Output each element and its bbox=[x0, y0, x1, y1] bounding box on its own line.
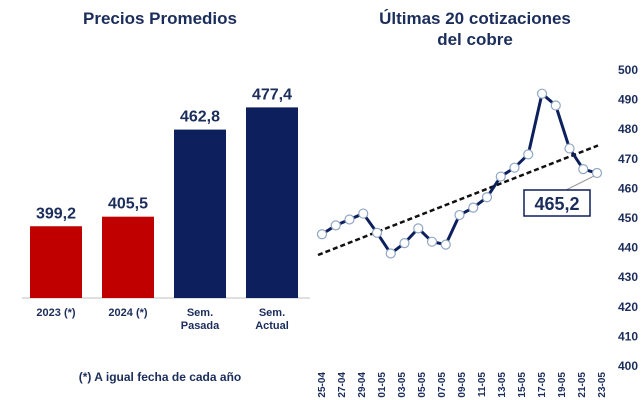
price-series-line bbox=[321, 92, 598, 256]
right-chart-title: Últimas 20 cotizaciones del cobre bbox=[350, 8, 600, 50]
data-point bbox=[550, 100, 561, 111]
x-tick-label: 15-05 bbox=[517, 372, 528, 398]
y-tick-label: 500 bbox=[618, 63, 638, 77]
y-tick-label: 420 bbox=[618, 300, 638, 314]
data-point bbox=[344, 214, 355, 225]
x-tick-label: 27-04 bbox=[337, 372, 348, 398]
y-tick-label: 400 bbox=[618, 359, 638, 373]
data-point bbox=[481, 192, 493, 203]
data-point bbox=[413, 223, 424, 234]
y-tick-label: 480 bbox=[618, 122, 638, 136]
right-title-line1: Últimas 20 cotizaciones bbox=[379, 9, 571, 28]
data-point bbox=[468, 202, 479, 213]
data-point bbox=[564, 143, 575, 154]
category-label: 2023 (*) bbox=[36, 307, 75, 319]
bar-value-label: 405,5 bbox=[108, 196, 148, 213]
bar-3 bbox=[174, 129, 226, 298]
category-label: Sem. bbox=[187, 307, 213, 319]
x-tick-label: 07-05 bbox=[437, 372, 448, 398]
data-point bbox=[536, 88, 548, 99]
y-tick-label: 460 bbox=[618, 181, 638, 195]
x-tick-label: 09-05 bbox=[457, 372, 468, 398]
data-point bbox=[454, 209, 465, 221]
data-point bbox=[509, 162, 520, 173]
data-point bbox=[495, 171, 506, 182]
x-tick-label: 21-05 bbox=[577, 372, 588, 398]
y-tick-label: 490 bbox=[618, 93, 638, 107]
data-point bbox=[399, 238, 410, 249]
x-tick-label: 13-05 bbox=[497, 372, 508, 398]
data-point bbox=[523, 149, 534, 160]
data-point bbox=[578, 164, 589, 175]
data-point bbox=[385, 248, 396, 259]
bar-value-label: 462,8 bbox=[180, 109, 220, 126]
callout-value: 465,2 bbox=[534, 194, 579, 214]
category-label: Pasada bbox=[181, 320, 220, 332]
category-label: 2024 (*) bbox=[108, 307, 147, 319]
data-point bbox=[591, 167, 603, 179]
x-tick-label: 29-04 bbox=[357, 372, 368, 398]
y-tick-label: 470 bbox=[618, 152, 638, 166]
category-label: Actual bbox=[255, 320, 289, 332]
left-chart-title: Precios Promedios bbox=[82, 9, 237, 28]
y-tick-label: 450 bbox=[618, 211, 638, 225]
y-tick-label: 440 bbox=[618, 241, 638, 255]
bar-1 bbox=[30, 226, 82, 298]
x-tick-label: 25-04 bbox=[317, 372, 328, 398]
x-tick-label: 05-05 bbox=[417, 372, 428, 398]
y-tick-label: 430 bbox=[618, 270, 638, 284]
x-tick-label: 01-05 bbox=[377, 372, 388, 398]
bar-value-label: 399,2 bbox=[36, 205, 76, 222]
category-label: Sem. bbox=[259, 307, 285, 319]
data-point bbox=[426, 236, 438, 247]
callout-box bbox=[523, 189, 591, 217]
x-tick-label: 19-05 bbox=[557, 372, 568, 398]
x-tick-label: 11-05 bbox=[477, 372, 488, 397]
right-title-line2: del cobre bbox=[437, 30, 513, 49]
y-tick-label: 410 bbox=[618, 329, 638, 343]
bar-value-label: 477,4 bbox=[252, 86, 292, 103]
data-point bbox=[440, 239, 451, 250]
bar-2 bbox=[102, 216, 154, 298]
trendline bbox=[317, 144, 599, 257]
x-tick-label: 17-05 bbox=[537, 372, 548, 398]
data-point bbox=[358, 208, 369, 219]
x-tick-label: 23-05 bbox=[597, 372, 608, 398]
x-tick-label: 03-05 bbox=[397, 372, 408, 398]
data-point bbox=[316, 229, 328, 240]
footnote: (*) A igual fecha de cada año bbox=[78, 370, 242, 384]
bar-4 bbox=[246, 107, 298, 298]
data-point bbox=[330, 220, 341, 231]
data-point bbox=[371, 227, 383, 238]
